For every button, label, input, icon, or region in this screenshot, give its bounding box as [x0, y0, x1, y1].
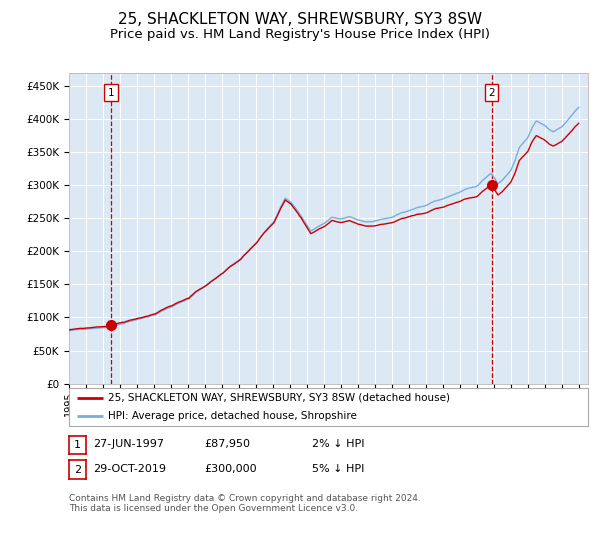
- Text: 2: 2: [74, 465, 81, 474]
- Text: £87,950: £87,950: [204, 439, 250, 449]
- Text: 2: 2: [488, 87, 495, 97]
- Text: Contains HM Land Registry data © Crown copyright and database right 2024.
This d: Contains HM Land Registry data © Crown c…: [69, 494, 421, 514]
- Text: £300,000: £300,000: [204, 464, 257, 474]
- Text: 1: 1: [108, 87, 115, 97]
- Text: 29-OCT-2019: 29-OCT-2019: [93, 464, 166, 474]
- Text: 2% ↓ HPI: 2% ↓ HPI: [312, 439, 365, 449]
- Text: 25, SHACKLETON WAY, SHREWSBURY, SY3 8SW (detached house): 25, SHACKLETON WAY, SHREWSBURY, SY3 8SW …: [108, 393, 450, 403]
- Text: 25, SHACKLETON WAY, SHREWSBURY, SY3 8SW: 25, SHACKLETON WAY, SHREWSBURY, SY3 8SW: [118, 12, 482, 27]
- Text: 27-JUN-1997: 27-JUN-1997: [93, 439, 164, 449]
- Text: 5% ↓ HPI: 5% ↓ HPI: [312, 464, 364, 474]
- Text: 1: 1: [74, 440, 81, 450]
- Text: HPI: Average price, detached house, Shropshire: HPI: Average price, detached house, Shro…: [108, 411, 357, 421]
- Text: Price paid vs. HM Land Registry's House Price Index (HPI): Price paid vs. HM Land Registry's House …: [110, 28, 490, 41]
